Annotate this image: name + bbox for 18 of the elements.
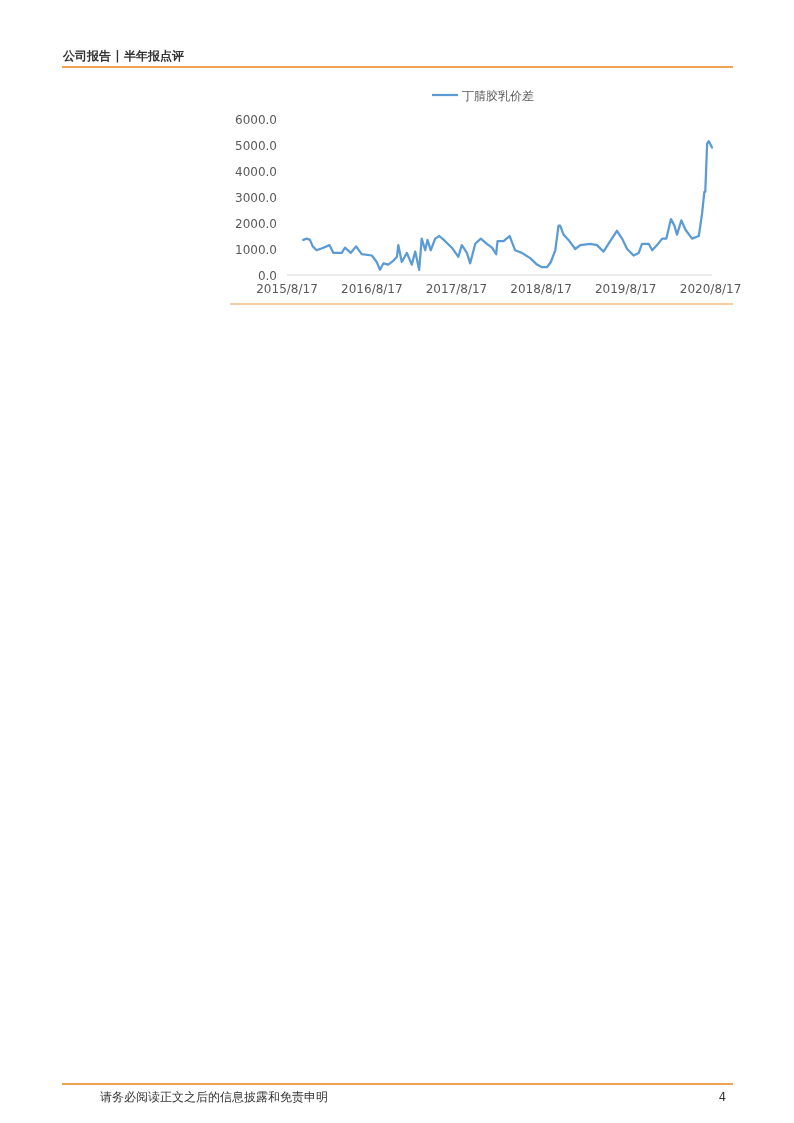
text: 4 (718, 1090, 726, 1104)
x-tick-label: 2018/8/17 (510, 282, 572, 296)
y-tick-label: 5000.0 (235, 138, 277, 153)
y-tick-label: 1000.0 (235, 242, 277, 257)
y-tick-label: 4000.0 (235, 164, 277, 179)
y-tick-label: 2000.0 (235, 216, 277, 231)
x-tick-label: 2017/8/17 (425, 282, 488, 296)
legend-label: 丁腈胶乳价差 (462, 88, 534, 103)
text: 公司报告 | 半年报点评 (62, 49, 184, 63)
y-tick-label: 0.0 (257, 268, 277, 283)
x-tick-label: 2019/8/17 (594, 282, 657, 296)
line-series (302, 139, 714, 271)
x-tick-label: 2020/8/17 (679, 282, 742, 296)
text: 请务必阅读正文之后的信息披露和免责申明 (100, 1090, 328, 1104)
y-tick-label: 3000.0 (235, 190, 277, 205)
x-tick-label: 2016/8/17 (341, 282, 403, 296)
x-tick-label: 2015/8/17 (256, 282, 318, 296)
y-tick-label: 6000.0 (235, 112, 277, 127)
